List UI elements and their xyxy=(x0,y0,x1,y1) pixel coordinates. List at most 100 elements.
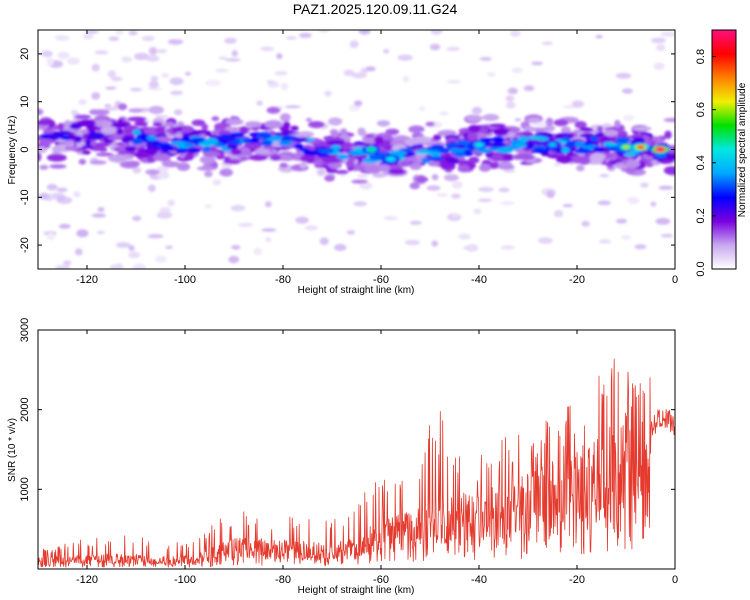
spectrogram-cell xyxy=(439,111,449,116)
spectrogram-cell xyxy=(117,118,124,125)
spectrogram-cell xyxy=(634,244,647,250)
spectrogram-cell xyxy=(625,159,640,169)
spectrogram-cell xyxy=(274,71,288,76)
colorbar-ticks: 0.0 0.2 0.4 0.6 0.8 xyxy=(695,49,716,277)
spectrogram-cell xyxy=(650,37,667,44)
spectrogram-cell xyxy=(663,166,675,175)
spectrogram-cell xyxy=(660,31,675,37)
spectrogram-cell xyxy=(606,163,614,168)
spectrogram-cell xyxy=(621,235,631,240)
spectrogram-cell xyxy=(186,147,201,154)
spectrogram-cell xyxy=(562,204,573,208)
spectrogram-cell xyxy=(219,134,232,140)
spectrogram-cell xyxy=(553,209,564,218)
spectrogram-cell xyxy=(358,30,371,35)
spectrogram-cell xyxy=(153,153,171,162)
snr-x-axis: -120 -100 -80 -60 -40 -20 0 xyxy=(76,330,678,586)
spectrogram-cell xyxy=(326,140,346,146)
spectrogram-cell xyxy=(225,118,244,126)
x-tick-label: -100 xyxy=(174,574,196,586)
spectrogram-cell xyxy=(105,86,117,90)
spectrogram-cell xyxy=(204,204,213,209)
x-tick-label: -80 xyxy=(275,574,291,586)
spectrogram-cell xyxy=(336,154,350,160)
snr-plot-area xyxy=(38,330,675,569)
spectrogram-cell xyxy=(299,155,316,162)
spectrogram-cell xyxy=(385,128,400,135)
spectrogram-cell xyxy=(368,154,385,160)
spectrogram-cell xyxy=(248,132,260,137)
spectrogram-cell xyxy=(253,247,263,256)
spectrogram-cell xyxy=(500,245,515,250)
spectrogram-cell xyxy=(109,264,124,269)
spectrogram-cell xyxy=(346,230,355,235)
spectrogram-cell xyxy=(156,165,169,172)
spectrogram-cell xyxy=(177,147,189,153)
spectrogram-cell xyxy=(632,126,652,132)
spectrogram-cell xyxy=(431,240,439,247)
spectrogram-cell xyxy=(466,244,479,252)
spectrogram-cell xyxy=(507,87,518,95)
y-tick-label: 0 xyxy=(19,146,31,152)
spectrogram-cell xyxy=(243,142,262,150)
spectrogram-cell xyxy=(231,245,241,250)
spectrogram-cell xyxy=(479,56,492,61)
spectrogram-cell xyxy=(238,222,254,228)
spectrogram-cell xyxy=(576,164,585,172)
spectrogram-cell xyxy=(490,153,504,162)
spectrogram-cell xyxy=(204,170,213,178)
spectrogram-cell xyxy=(117,103,128,111)
colorbar-label: Normalized spectral amplitude xyxy=(737,82,748,217)
spectrogram-cell xyxy=(86,132,105,140)
spectrogram-cell xyxy=(514,118,522,122)
x-tick-label: -40 xyxy=(471,274,487,286)
spectrogram-cell xyxy=(656,44,666,52)
spectrogram-cell xyxy=(523,85,535,92)
spectrogram-cell xyxy=(561,147,570,154)
spectrogram-cell xyxy=(399,160,412,167)
spectrogram-cell xyxy=(147,234,164,239)
spectrogram-cell xyxy=(538,237,553,244)
spectrogram-cell xyxy=(169,77,184,86)
spectrogram-cell xyxy=(211,116,220,122)
spectrogram-cell xyxy=(95,152,114,157)
spectrogram-cell xyxy=(39,192,50,200)
x-tick-label: -60 xyxy=(373,274,389,286)
spectrogram-cell xyxy=(270,135,283,142)
spectrogram-cell xyxy=(318,30,330,33)
spectrogram-cell xyxy=(549,142,556,147)
spectrogram-cell xyxy=(48,132,61,141)
spectrogram-cell xyxy=(473,208,482,215)
spectrogram-cell xyxy=(409,182,420,190)
spectrogram-cell xyxy=(142,126,149,131)
spectrogram-cell xyxy=(388,168,406,175)
spectrogram-cell xyxy=(415,149,433,155)
spectrogram-cell xyxy=(334,243,347,252)
spectrogram-cell xyxy=(285,36,298,40)
snr-series-line xyxy=(38,358,675,568)
spectrogram-cell xyxy=(74,248,83,256)
spectrogram-cell xyxy=(124,160,141,166)
spectrogram-cell xyxy=(574,121,587,129)
spectrogram-cell xyxy=(141,35,155,42)
spectrogram-cell xyxy=(553,163,561,167)
spectrogram-cell xyxy=(615,72,632,79)
spectrogram-cell xyxy=(474,148,493,153)
spectrogram-cell xyxy=(290,125,299,131)
spectrogram-cell xyxy=(514,142,527,148)
spectrogram-cell xyxy=(203,138,219,145)
spectrogram-cell xyxy=(82,33,94,40)
spectrogram-cell xyxy=(430,30,443,35)
spectrogram-cell xyxy=(321,156,340,164)
spectrogram-cell xyxy=(324,90,332,97)
spectrogram-cell xyxy=(397,54,413,61)
spectrogram-cell xyxy=(191,119,206,127)
spectrogram-cell xyxy=(115,242,131,248)
spectrogram-cell xyxy=(427,161,441,167)
spectrogram-cell xyxy=(97,207,105,212)
spectrogram-cell xyxy=(625,168,635,175)
spectrogram-cell xyxy=(298,148,311,152)
spectrogram-cell xyxy=(299,161,307,169)
spectrogram-cell xyxy=(184,72,192,76)
spectrogram-cell xyxy=(554,132,575,140)
